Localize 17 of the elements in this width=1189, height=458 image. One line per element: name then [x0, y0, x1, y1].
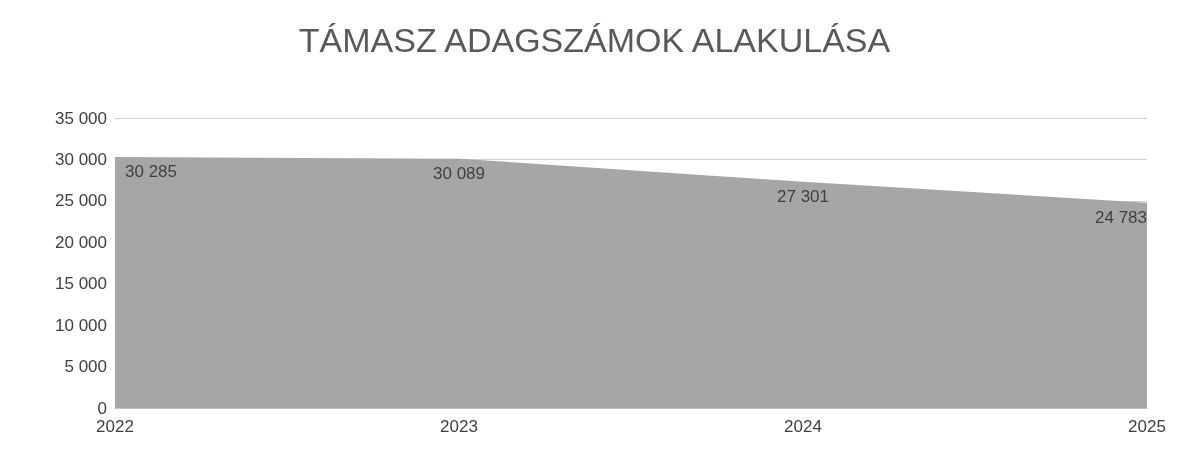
- y-tick-label: 10 000: [55, 315, 107, 335]
- x-tick-label: 2024: [784, 417, 822, 436]
- data-label: 27 301: [777, 186, 829, 206]
- data-label: 30 285: [125, 162, 177, 182]
- y-tick-label: 0: [97, 398, 107, 418]
- y-tick-label: 5 000: [64, 357, 107, 377]
- data-label: 24 783: [1095, 207, 1147, 227]
- y-tick-label: 15 000: [55, 274, 107, 294]
- data-label: 30 089: [433, 163, 485, 183]
- y-tick-label: 30 000: [55, 149, 107, 169]
- x-tick-label: 2025: [1128, 417, 1166, 436]
- y-tick-label: 20 000: [55, 232, 107, 252]
- y-tick-label: 35 000: [55, 108, 107, 128]
- chart-title: TÁMASZ ADAGSZÁMOK ALAKULÁSA: [298, 21, 891, 59]
- x-tick-label: 2023: [440, 417, 478, 436]
- x-tick-label: 2022: [96, 417, 134, 436]
- y-tick-label: 25 000: [55, 191, 107, 211]
